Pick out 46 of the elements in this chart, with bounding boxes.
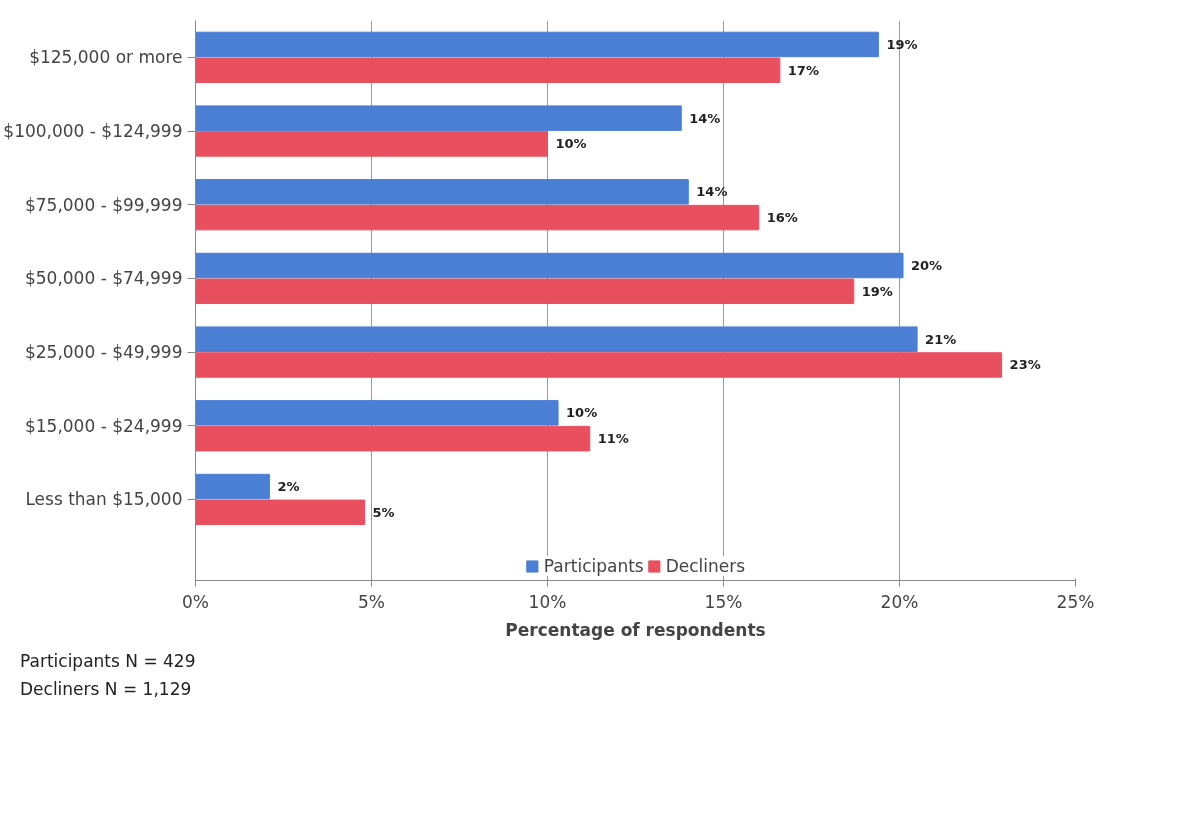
x-tick-label: 0%	[182, 591, 209, 612]
bar	[195, 326, 918, 352]
data-label: 2%	[277, 479, 300, 495]
y-tick-label: $100,000 - $124,999	[3, 121, 183, 142]
bar	[195, 278, 855, 305]
bar	[195, 179, 689, 205]
x-tick-label: 5%	[358, 591, 385, 612]
y-tick-label: $50,000 - $74,999	[24, 268, 183, 289]
data-label: 5%	[372, 504, 395, 520]
x-tick-label: 15%	[704, 591, 743, 612]
bar	[195, 105, 682, 131]
data-label: 10%	[555, 136, 587, 152]
y-tick-label: $125,000 or more	[29, 47, 183, 68]
bar	[195, 31, 879, 58]
y-tick-label: $25,000 - $49,999	[24, 342, 183, 363]
bar	[195, 131, 548, 157]
text: Decliners N = 1,129	[20, 679, 192, 699]
data-label: 10%	[566, 405, 598, 421]
y-tick-label: $75,000 - $99,999	[24, 194, 183, 215]
bar	[195, 473, 270, 500]
bar	[195, 499, 365, 526]
x-tick-label: 20%	[880, 591, 919, 612]
x-tick-label: 10%	[528, 591, 567, 612]
data-label: 21%	[925, 331, 957, 347]
bar	[195, 204, 760, 231]
y-tick-label: $15,000 - $24,999	[24, 415, 183, 436]
legend-label: Participants	[543, 556, 644, 576]
data-label: 16%	[766, 210, 798, 226]
data-label: 23%	[1009, 357, 1041, 373]
data-label: 14%	[689, 110, 721, 126]
bar	[195, 252, 904, 279]
bar	[195, 400, 559, 426]
bar	[195, 57, 781, 83]
text: Participants N = 429	[20, 651, 196, 671]
legend-label: Decliners	[665, 556, 746, 576]
x-tick-label: 25%	[1056, 591, 1095, 612]
x-axis-title: Percentage of respondents	[505, 619, 766, 640]
data-label: 19%	[886, 36, 918, 52]
y-tick-label: Less than $15,000	[25, 489, 183, 510]
data-label: 19%	[861, 283, 893, 299]
data-label: 17%	[787, 62, 819, 78]
data-label: 14%	[696, 184, 728, 200]
bar	[195, 425, 591, 452]
data-label: 20%	[911, 258, 943, 273]
bar	[195, 352, 1003, 378]
data-label: 11%	[597, 431, 629, 447]
